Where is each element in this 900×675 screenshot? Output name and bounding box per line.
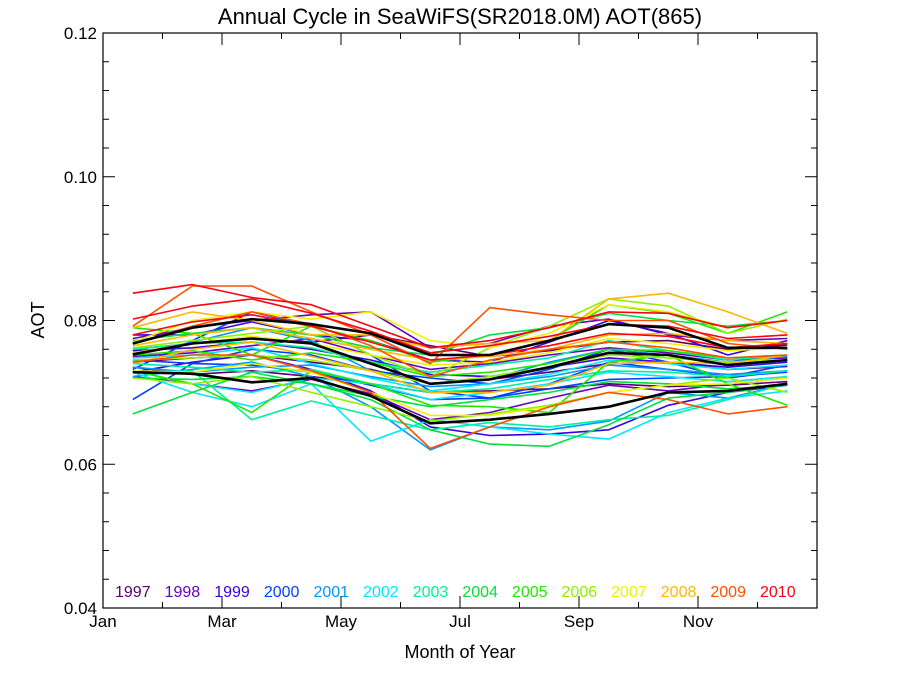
x-tick-label: Jan (89, 612, 116, 631)
legend-item-2002: 2002 (363, 584, 399, 601)
series-line-line-38 (132, 354, 788, 450)
series-line-line-42 (132, 313, 788, 361)
legend-item-2005: 2005 (512, 584, 548, 601)
legend-item-2010: 2010 (760, 584, 796, 601)
y-tick-label: 0.06 (64, 455, 97, 474)
series-line-line-27 (132, 348, 788, 378)
legend-item-2009: 2009 (710, 584, 746, 601)
series-line-line-32 (132, 362, 788, 417)
series-line-2005 (132, 354, 788, 414)
x-axis: Jan Mar May Jul Sep Nov (89, 33, 818, 631)
x-tick-label: Nov (683, 612, 714, 631)
series-line-line-43 (132, 317, 788, 357)
legend-item-2003: 2003 (413, 584, 449, 601)
y-tick-label: 0.12 (64, 24, 97, 43)
series-line-line-21 (132, 362, 788, 394)
legend-item-2006: 2006 (562, 584, 598, 601)
plot-lines (132, 283, 788, 451)
y-tick-label: 0.08 (64, 312, 97, 331)
series-line-2010 (132, 283, 788, 349)
series-line-line-35 (132, 341, 788, 394)
series-line-1999 (132, 319, 788, 364)
legend-item-2000: 2000 (264, 584, 300, 601)
legend-item-2004: 2004 (462, 584, 498, 601)
x-tick-label: Mar (207, 612, 237, 631)
legend-item-2001: 2001 (313, 584, 349, 601)
series-line-2002 (132, 371, 788, 443)
y-axis-label: AOT (28, 301, 48, 338)
series-line-line-44 (132, 337, 788, 386)
series-line-line-41 (132, 298, 788, 354)
series-line-line-15 (132, 364, 788, 388)
series-line-line-39 (132, 311, 788, 378)
chart-title: Annual Cycle in SeaWiFS(SR2018.0M) AOT(8… (218, 4, 702, 29)
series-line-line-17 (132, 346, 788, 392)
x-tick-label: May (325, 612, 358, 631)
legend: 1997 1998 1999 2000 2001 2002 2003 2004 2005 2006… (115, 584, 796, 601)
series-line-line-6 (132, 337, 788, 371)
x-tick-label: Jul (449, 612, 471, 631)
legend-item-2007: 2007 (611, 584, 647, 601)
series-line-2008 (132, 292, 788, 349)
y-tick-label: 0.10 (64, 168, 97, 187)
x-axis-label: Month of Year (404, 642, 515, 662)
series-line-2009 (132, 285, 788, 365)
y-axis: 0.04 0.06 0.08 0.10 0.12 (64, 24, 817, 618)
y-tick-label: 0.04 (64, 599, 97, 618)
series-line-line-33 (132, 335, 788, 366)
series-line-line-45 (132, 370, 788, 425)
legend-item-1998: 1998 (165, 584, 201, 601)
series-line-2006 (132, 298, 788, 378)
series-line-line-29 (132, 375, 788, 422)
series-line-line-18 (132, 370, 788, 401)
legend-item-1997: 1997 (115, 584, 151, 601)
legend-item-2008: 2008 (661, 584, 697, 601)
x-tick-label: Sep (564, 612, 594, 631)
series-line-2003 (132, 369, 788, 431)
legend-item-1999: 1999 (214, 584, 250, 601)
